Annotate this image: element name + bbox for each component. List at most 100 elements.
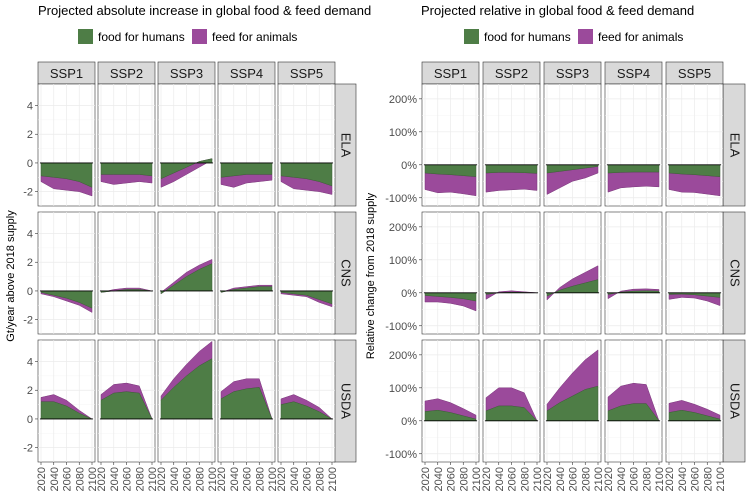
area-food-ela-ssp5 bbox=[280, 162, 333, 187]
x-tick-label: 2060 bbox=[690, 467, 702, 491]
y-tick-label: 200% bbox=[389, 222, 417, 234]
facet-label-ssp2: SSP2 bbox=[495, 66, 528, 81]
y-tick-label: 2 bbox=[27, 257, 33, 269]
legend-label-food: food for humans bbox=[98, 30, 185, 44]
x-tick-label: 2060 bbox=[122, 467, 134, 491]
y-tick-label: -100% bbox=[385, 449, 417, 461]
y-axis-title-left: Gt/year above 2018 supply bbox=[5, 210, 17, 342]
x-tick-label: 2080 bbox=[254, 467, 266, 491]
facet-label-ssp1: SSP1 bbox=[50, 66, 83, 81]
y-tick-label: 0% bbox=[401, 160, 417, 172]
x-tick-label: 2080 bbox=[641, 467, 653, 491]
facet-label-usda: USDA bbox=[339, 383, 354, 419]
x-tick-label: 2080 bbox=[314, 467, 326, 491]
area-food-cns-ssp1 bbox=[40, 290, 93, 309]
area-food-ela-ssp2 bbox=[485, 164, 538, 174]
area-food-usda-ssp3 bbox=[160, 358, 213, 420]
facet-label-usda: USDA bbox=[728, 383, 743, 419]
x-tick-label: 2020 bbox=[542, 467, 554, 491]
x-tick-label: 2080 bbox=[702, 467, 714, 491]
y-tick-label: -100% bbox=[385, 193, 417, 205]
x-tick-label: 2100 bbox=[715, 467, 727, 491]
legend-swatch-feed bbox=[192, 29, 207, 44]
facet-label-ssp5: SSP5 bbox=[678, 66, 711, 81]
facet-label-ela: ELA bbox=[728, 133, 743, 158]
x-tick-label: 2060 bbox=[302, 467, 314, 491]
area-food-cns-ssp5 bbox=[280, 290, 333, 305]
area-food-cns-ssp3 bbox=[160, 263, 213, 295]
x-tick-label: 2020 bbox=[603, 467, 615, 491]
legend-right: food for humans feed for animals bbox=[464, 29, 683, 44]
x-tick-label: 2060 bbox=[62, 467, 74, 491]
x-tick-label: 2100 bbox=[267, 467, 279, 491]
y-tick-label: 200% bbox=[389, 350, 417, 362]
y-tick-label: 0 bbox=[27, 286, 33, 298]
legend-label-feed: feed for animals bbox=[598, 30, 683, 44]
area-food-cns-ssp5 bbox=[668, 292, 721, 298]
y-tick-label: 100% bbox=[389, 127, 417, 139]
x-tick-label: 2100 bbox=[471, 467, 483, 491]
x-tick-label: 2020 bbox=[96, 467, 108, 491]
x-tick-label: 2060 bbox=[242, 467, 254, 491]
y-tick-label: 2 bbox=[27, 129, 33, 141]
x-tick-label: 2040 bbox=[677, 467, 689, 491]
facet-label-ssp2: SSP2 bbox=[110, 66, 143, 81]
legend-left: food for humans feed for animals bbox=[78, 29, 297, 44]
y-tick-label: 0 bbox=[27, 414, 33, 426]
x-tick-label: 2020 bbox=[36, 467, 48, 491]
y-tick-label: 4 bbox=[27, 229, 33, 241]
x-tick-label: 2100 bbox=[207, 467, 219, 491]
area-food-ela-ssp1 bbox=[424, 164, 477, 177]
x-tick-label: 2020 bbox=[156, 467, 168, 491]
x-tick-label: 2080 bbox=[519, 467, 531, 491]
legend-swatch-feed bbox=[578, 29, 593, 44]
area-food-ela-ssp4 bbox=[220, 162, 273, 178]
y-tick-label: 2 bbox=[27, 385, 33, 397]
x-tick-label: 2020 bbox=[481, 467, 493, 491]
x-tick-label: 2080 bbox=[194, 467, 206, 491]
x-tick-label: 2020 bbox=[216, 467, 228, 491]
facet-label-ssp5: SSP5 bbox=[290, 66, 323, 81]
y-tick-label: -2 bbox=[23, 315, 33, 327]
chart-left-title: Projected absolute increase in global fo… bbox=[38, 3, 371, 18]
x-tick-label: 2040 bbox=[169, 467, 181, 491]
y-tick-label: -2 bbox=[23, 443, 33, 455]
y-tick-label: 4 bbox=[27, 101, 33, 113]
x-tick-label: 2080 bbox=[458, 467, 470, 491]
facet-label-ssp1: SSP1 bbox=[434, 66, 467, 81]
y-axis-title-right: Relative change from 2018 supply bbox=[365, 192, 377, 359]
legend-label-feed: feed for animals bbox=[212, 30, 297, 44]
x-tick-label: 2100 bbox=[327, 467, 339, 491]
area-food-ela-ssp2 bbox=[100, 162, 153, 177]
x-tick-label: 2060 bbox=[182, 467, 194, 491]
facet-label-ssp4: SSP4 bbox=[617, 66, 650, 81]
legend-swatch-food bbox=[464, 29, 479, 44]
x-tick-label: 2060 bbox=[568, 467, 580, 491]
x-tick-label: 2020 bbox=[420, 467, 432, 491]
area-food-usda-ssp3 bbox=[546, 385, 599, 422]
x-tick-label: 2040 bbox=[433, 467, 445, 491]
facet-label-ssp3: SSP3 bbox=[556, 66, 589, 81]
x-tick-label: 2040 bbox=[616, 467, 628, 491]
x-tick-label: 2100 bbox=[654, 467, 666, 491]
x-tick-label: 2040 bbox=[49, 467, 61, 491]
x-tick-label: 2060 bbox=[446, 467, 458, 491]
y-tick-label: 100% bbox=[389, 383, 417, 395]
area-food-cns-ssp3 bbox=[546, 279, 599, 297]
x-tick-label: 2040 bbox=[229, 467, 241, 491]
x-tick-label: 2040 bbox=[289, 467, 301, 491]
x-tick-label: 2020 bbox=[664, 467, 676, 491]
facet-label-ela: ELA bbox=[339, 133, 354, 158]
y-tick-label: 0% bbox=[401, 416, 417, 428]
chart-right-title: Projected relative in global food & feed… bbox=[421, 3, 694, 18]
y-tick-label: 200% bbox=[389, 94, 417, 106]
x-tick-label: 2100 bbox=[532, 467, 544, 491]
y-tick-label: 100% bbox=[389, 255, 417, 267]
x-tick-label: 2080 bbox=[134, 467, 146, 491]
legend-label-food: food for humans bbox=[484, 30, 571, 44]
x-tick-label: 2080 bbox=[580, 467, 592, 491]
area-food-ela-ssp4 bbox=[607, 164, 660, 174]
area-food-ela-ssp1 bbox=[40, 162, 93, 188]
facet-label-ssp3: SSP3 bbox=[170, 66, 203, 81]
